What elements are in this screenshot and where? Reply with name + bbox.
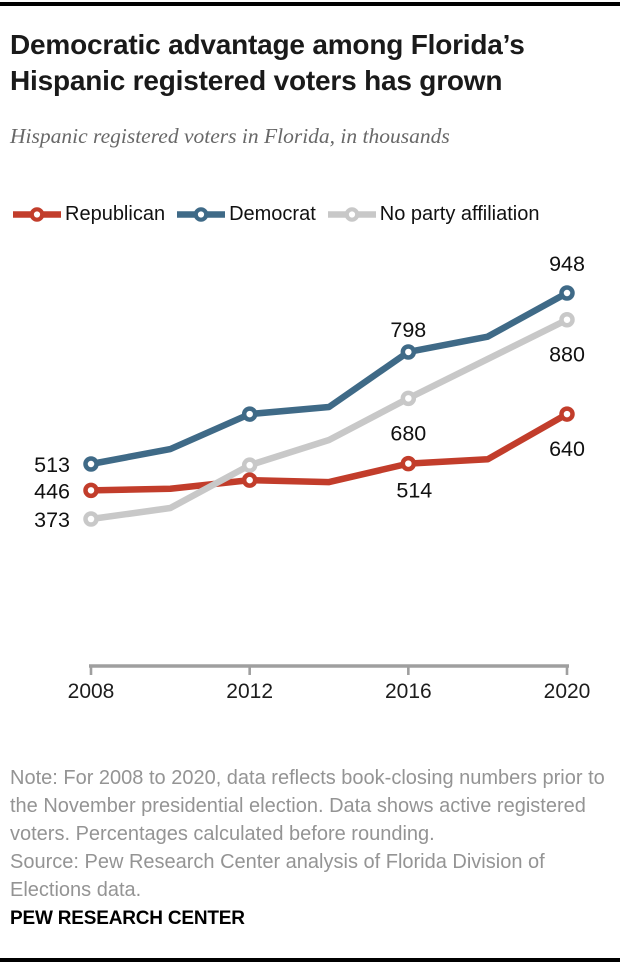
bottom-divider — [0, 958, 620, 962]
data-point-label: 513 — [34, 453, 70, 477]
pew-research-center-wordmark: PEW RESEARCH CENTER — [10, 908, 245, 929]
data-point-label: 640 — [549, 437, 585, 461]
data-point-marker — [241, 406, 258, 422]
democrat-line-marker-icon — [177, 207, 226, 222]
chart-subtitle: Hispanic registered voters in Florida, i… — [10, 124, 450, 148]
legend-label-republican: Republican — [65, 203, 166, 225]
data-point-label: 880 — [549, 343, 585, 367]
data-point-label: 446 — [34, 479, 70, 503]
x-tick-label: 2020 — [544, 680, 591, 703]
data-point-marker — [559, 406, 575, 422]
chart-legend: Republican Democrat No party affiliation — [12, 203, 612, 226]
data-point-label: 798 — [390, 318, 426, 342]
legend-item-no-party: No party affiliation — [327, 203, 540, 226]
x-tick-label: 2008 — [68, 680, 115, 703]
republican-line-marker-icon — [13, 207, 61, 222]
x-tick-label: 2012 — [226, 680, 273, 703]
series-line-republican — [90, 411, 569, 494]
series-line-no-party-affiliation — [90, 316, 569, 523]
data-point-marker — [83, 482, 99, 499]
data-point-marker — [241, 472, 258, 488]
data-point-label: 514 — [396, 479, 432, 503]
data-point-marker — [559, 311, 575, 328]
data-point-marker — [400, 455, 417, 472]
top-divider — [0, 2, 620, 6]
data-point-marker — [83, 456, 99, 472]
data-point-marker — [241, 457, 258, 473]
no-party-line-marker-icon — [327, 207, 376, 222]
chart-footnote: Note: For 2008 to 2020, data reflects bo… — [10, 764, 608, 904]
legend-label-democrat: Democrat — [229, 203, 316, 225]
legend-item-democrat: Democrat — [176, 203, 316, 226]
source-text: Source: Pew Research Center analysis of … — [10, 851, 545, 901]
page-title: Democratic advantage among Florida’s His… — [10, 29, 525, 96]
legend-item-republican: Republican — [12, 203, 165, 226]
data-point-marker — [559, 285, 575, 301]
data-point-label: 680 — [390, 421, 426, 445]
data-point-label: 373 — [34, 508, 70, 532]
data-point-marker — [83, 511, 99, 527]
data-point-marker — [400, 390, 417, 407]
data-point-marker — [400, 344, 417, 360]
data-point-label: 948 — [549, 252, 585, 276]
note-text: Note: For 2008 to 2020, data reflects bo… — [10, 767, 605, 845]
legend-label-no-party: No party affiliation — [379, 203, 540, 225]
x-tick-label: 2016 — [385, 680, 432, 703]
series-line-democrat — [90, 290, 569, 468]
